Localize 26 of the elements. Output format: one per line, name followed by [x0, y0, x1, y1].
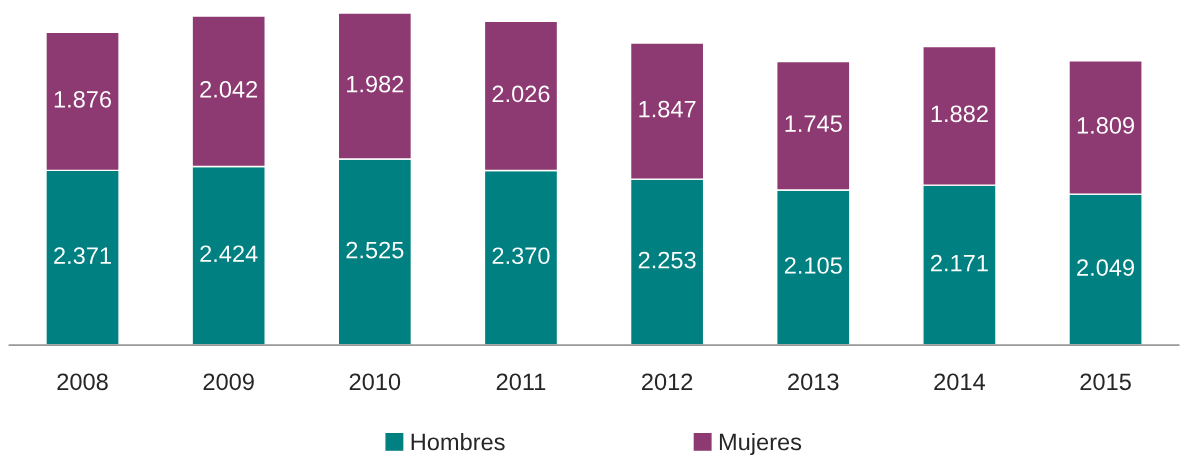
data-label: 1.809	[1077, 117, 1134, 134]
data-label: 1.745	[785, 115, 842, 133]
data-label: 2.525	[346, 241, 404, 259]
data-label: 2.105	[784, 257, 842, 274]
data-label: 1.882	[931, 105, 988, 123]
x-tick-label: 2010	[349, 373, 401, 391]
data-label: 1.876	[54, 90, 112, 108]
data-label: 1.982	[347, 75, 404, 93]
data-label: 2.253	[638, 251, 696, 269]
data-label: 2.026	[492, 85, 550, 103]
x-tick-label: 2015	[1080, 373, 1131, 391]
x-tick-label: 2008	[57, 373, 108, 391]
legend-label: Hombres	[411, 433, 505, 451]
data-label: 2.371	[54, 247, 111, 265]
x-tick-label: 2013	[788, 373, 839, 391]
data-label: 2.049	[1077, 259, 1134, 276]
x-tick-label: 2014	[934, 373, 985, 391]
x-tick-label: 2009	[203, 373, 254, 391]
data-label: 2.171	[931, 254, 988, 272]
legend-label: Mujeres	[719, 433, 802, 456]
data-label: 2.370	[492, 247, 550, 265]
data-label: 2.042	[200, 80, 258, 98]
data-label: 2.424	[200, 245, 258, 262]
data-label: 1.847	[639, 100, 696, 118]
x-tick-label: 2012	[642, 373, 693, 391]
x-tick-label: 2011	[496, 373, 546, 391]
